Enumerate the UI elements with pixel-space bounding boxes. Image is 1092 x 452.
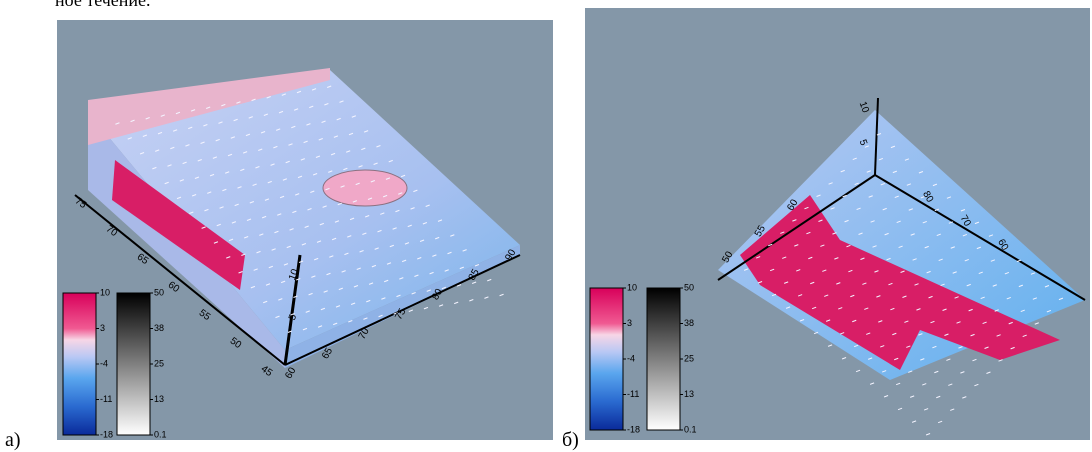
blob <box>323 170 407 206</box>
colorbar-label: -18 <box>627 424 640 434</box>
colorbar-label: 13 <box>684 389 694 399</box>
colorbar <box>63 293 96 435</box>
colorbar-label: 50 <box>684 282 694 292</box>
panel-label: а) <box>5 429 21 451</box>
colorbar-label: 0.1 <box>684 424 697 434</box>
colorbar-label: 38 <box>684 318 694 328</box>
colorbar-label: 0.1 <box>154 429 167 439</box>
colorbar-label: 38 <box>154 323 164 333</box>
caption: ное течение. <box>55 0 151 10</box>
panel-label: б) <box>562 429 579 451</box>
colorbar-label: 25 <box>684 353 694 363</box>
colorbar <box>647 288 680 430</box>
colorbar-label: 13 <box>154 394 164 404</box>
colorbar-label: 50 <box>154 287 164 297</box>
colorbar-label: 10 <box>100 287 110 297</box>
colorbar-label: 10 <box>627 282 637 292</box>
colorbar-label: -11 <box>627 389 639 399</box>
colorbar-label: -18 <box>100 429 113 439</box>
colorbar-label: -11 <box>100 394 112 404</box>
colorbar <box>117 293 150 435</box>
colorbar-label: 3 <box>100 323 105 333</box>
figure: ное течение. а) б) 10 3 -4 -11 -18 50 38 25 13 0.… <box>0 0 1092 452</box>
colorbar-label: -4 <box>100 358 108 368</box>
colorbar-label: 25 <box>154 358 164 368</box>
colorbar <box>590 288 623 430</box>
colorbar-label: -4 <box>627 353 635 363</box>
colorbar-label: 3 <box>627 318 632 328</box>
